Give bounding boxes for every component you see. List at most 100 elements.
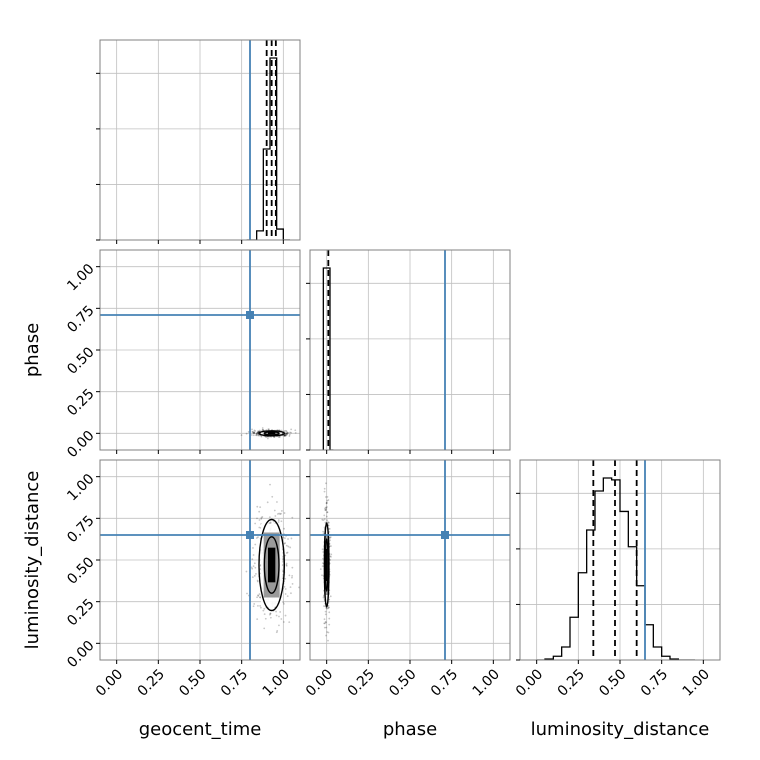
sample-point	[329, 595, 332, 598]
sample-point	[258, 593, 261, 595]
x-axis-label: geocent_time	[139, 719, 262, 740]
sample-point	[281, 557, 284, 560]
sample-point	[323, 514, 326, 517]
sample-point	[282, 601, 285, 604]
sample-point	[259, 568, 262, 571]
x-axis-label: phase	[383, 719, 437, 740]
sample-point	[278, 512, 281, 515]
x-tick-label: 0.50	[596, 666, 629, 699]
sample-point	[328, 527, 331, 530]
sample-point	[275, 614, 278, 617]
sample-point	[289, 546, 292, 549]
sample-point	[283, 434, 285, 437]
sample-point	[269, 616, 272, 619]
panel-luminosity_distance-geocent_time: 0.00 0.25 0.50 0.75 1.00geocent_time0.000.25…	[22, 459, 301, 740]
sample-point	[251, 428, 253, 431]
sample-point	[252, 434, 255, 437]
sample-point	[256, 596, 258, 599]
sample-point	[261, 427, 264, 429]
sample-point	[260, 517, 263, 520]
sample-point	[283, 527, 285, 530]
contour	[263, 536, 280, 594]
sample-point	[285, 430, 288, 433]
sample-point	[253, 432, 256, 435]
sample-point	[291, 574, 294, 577]
y-tick-label: 0.50	[64, 554, 97, 587]
sample-point	[253, 429, 256, 432]
sample-point	[269, 521, 272, 524]
x-tick-label: 0.75	[638, 666, 671, 699]
sample-point	[285, 434, 288, 436]
density-bin	[268, 547, 276, 583]
panel-geocent_time-geocent_time	[96, 39, 301, 244]
sample-point	[258, 526, 261, 529]
y-tick-label: 0.75	[64, 513, 97, 546]
sample-point	[284, 429, 287, 432]
sample-point	[257, 604, 259, 607]
x-tick-label: 1.00	[260, 666, 293, 699]
sample-point	[253, 432, 255, 435]
sample-point	[252, 432, 255, 435]
sample-point	[280, 512, 282, 515]
sample-point	[257, 434, 260, 437]
sample-point	[284, 588, 287, 590]
sample-point	[251, 430, 254, 433]
sample-point	[283, 434, 286, 437]
sample-point	[262, 609, 265, 612]
sample-point	[284, 433, 287, 436]
sample-point	[253, 603, 256, 605]
sample-point	[266, 501, 269, 504]
x-tick-label: 1.00	[680, 666, 713, 699]
sample-point	[268, 428, 270, 431]
sample-point	[283, 430, 286, 432]
panel-luminosity_distance-luminosity_distance: 0.00 0.25 0.50 0.75 1.00 luminosity_distance	[513, 459, 721, 740]
sample-point	[321, 565, 324, 568]
y-tick-label: 0.00	[64, 638, 97, 671]
panel-content	[310, 460, 510, 660]
sample-point	[283, 602, 285, 605]
sample-point	[324, 622, 326, 625]
sample-point	[322, 596, 325, 599]
sample-point	[321, 574, 323, 577]
contour	[323, 522, 330, 608]
sample-point	[283, 434, 286, 437]
sample-point	[330, 553, 333, 556]
sample-point	[273, 509, 276, 512]
sample-point	[324, 509, 327, 512]
sample-point	[252, 565, 255, 568]
sample-point	[285, 563, 288, 566]
sample-point	[284, 542, 286, 544]
sample-point	[268, 516, 271, 519]
sample-point	[325, 507, 328, 509]
sample-point	[327, 521, 329, 523]
sample-point	[286, 595, 289, 598]
sample-point	[253, 562, 256, 565]
sample-point	[254, 522, 257, 525]
sample-point	[251, 576, 254, 578]
sample-point	[287, 538, 289, 540]
panel-content	[536, 460, 695, 660]
sample-point	[269, 612, 272, 615]
sample-point	[291, 516, 294, 519]
sample-point	[287, 545, 290, 548]
sample-point	[250, 434, 253, 436]
x-tick-label: 0.25	[555, 666, 588, 699]
sample-point	[324, 506, 327, 509]
sample-point	[328, 623, 331, 626]
sample-point	[273, 436, 276, 439]
panel-content	[246, 40, 290, 240]
sample-point	[265, 436, 268, 439]
sample-point	[268, 613, 271, 616]
x-tick-label: 0.50	[176, 666, 209, 699]
sample-point	[269, 522, 272, 525]
sample-point	[264, 617, 267, 620]
sample-point	[263, 627, 266, 630]
sample-point	[259, 606, 262, 609]
x-tick-label: 0.25	[345, 666, 378, 699]
sample-point	[324, 613, 327, 616]
sample-point	[277, 436, 280, 438]
sample-point	[261, 429, 264, 431]
sample-point	[266, 437, 269, 440]
sample-point	[253, 574, 256, 577]
sample-point	[245, 570, 248, 573]
